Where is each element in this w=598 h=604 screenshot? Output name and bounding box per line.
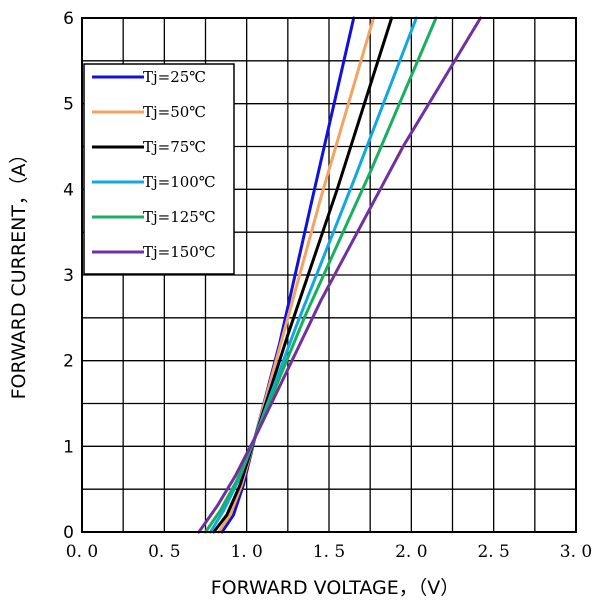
legend-box xyxy=(83,63,235,275)
x-tick-label: 0. 0 xyxy=(66,542,98,562)
y-tick-labels: 0 1 2 3 4 5 6 xyxy=(63,9,74,543)
y-tick-label: 2 xyxy=(63,352,74,372)
plot-frame xyxy=(81,17,577,533)
x-tick-label: 2. 0 xyxy=(395,542,427,562)
x-tick-label: 1. 5 xyxy=(313,542,345,562)
y-axis-title: FORWARD CURRENT，（A） xyxy=(8,145,30,400)
y-tick-label: 6 xyxy=(63,9,74,29)
legend-label: Tj=100℃ xyxy=(143,173,216,191)
legend-label: Tj=25℃ xyxy=(143,68,206,86)
series-line xyxy=(197,16,482,534)
x-tick-labels: 0. 0 0. 5 1. 0 1. 5 2. 0 2. 5 3. 0 xyxy=(66,542,592,562)
legend-label: Tj=125℃ xyxy=(143,208,216,226)
y-tick-label: 3 xyxy=(63,266,74,286)
legend-label: Tj=75℃ xyxy=(143,138,206,156)
y-tick-label: 4 xyxy=(63,180,74,200)
x-axis-title: FORWARD VOLTAGE，（V） xyxy=(211,577,460,599)
y-tick-label: 0 xyxy=(63,523,74,543)
legend: Tj=25℃ Tj=50℃ Tj=75℃ Tj=100℃ Tj=125℃ Tj=150℃ xyxy=(83,63,235,275)
y-tick-label: 1 xyxy=(63,437,74,457)
x-tick-label: 0. 5 xyxy=(148,542,180,562)
data-series xyxy=(197,16,482,534)
x-tick-label: 2. 5 xyxy=(477,542,509,562)
legend-label: Tj=50℃ xyxy=(143,103,206,121)
legend-items: Tj=25℃ Tj=50℃ Tj=75℃ Tj=100℃ Tj=125℃ Tj=150℃ xyxy=(92,68,216,261)
x-tick-label: 3. 0 xyxy=(560,542,592,562)
y-tick-label: 5 xyxy=(63,95,74,115)
x-tick-label: 1. 0 xyxy=(230,542,262,562)
legend-label: Tj=150℃ xyxy=(143,243,216,261)
